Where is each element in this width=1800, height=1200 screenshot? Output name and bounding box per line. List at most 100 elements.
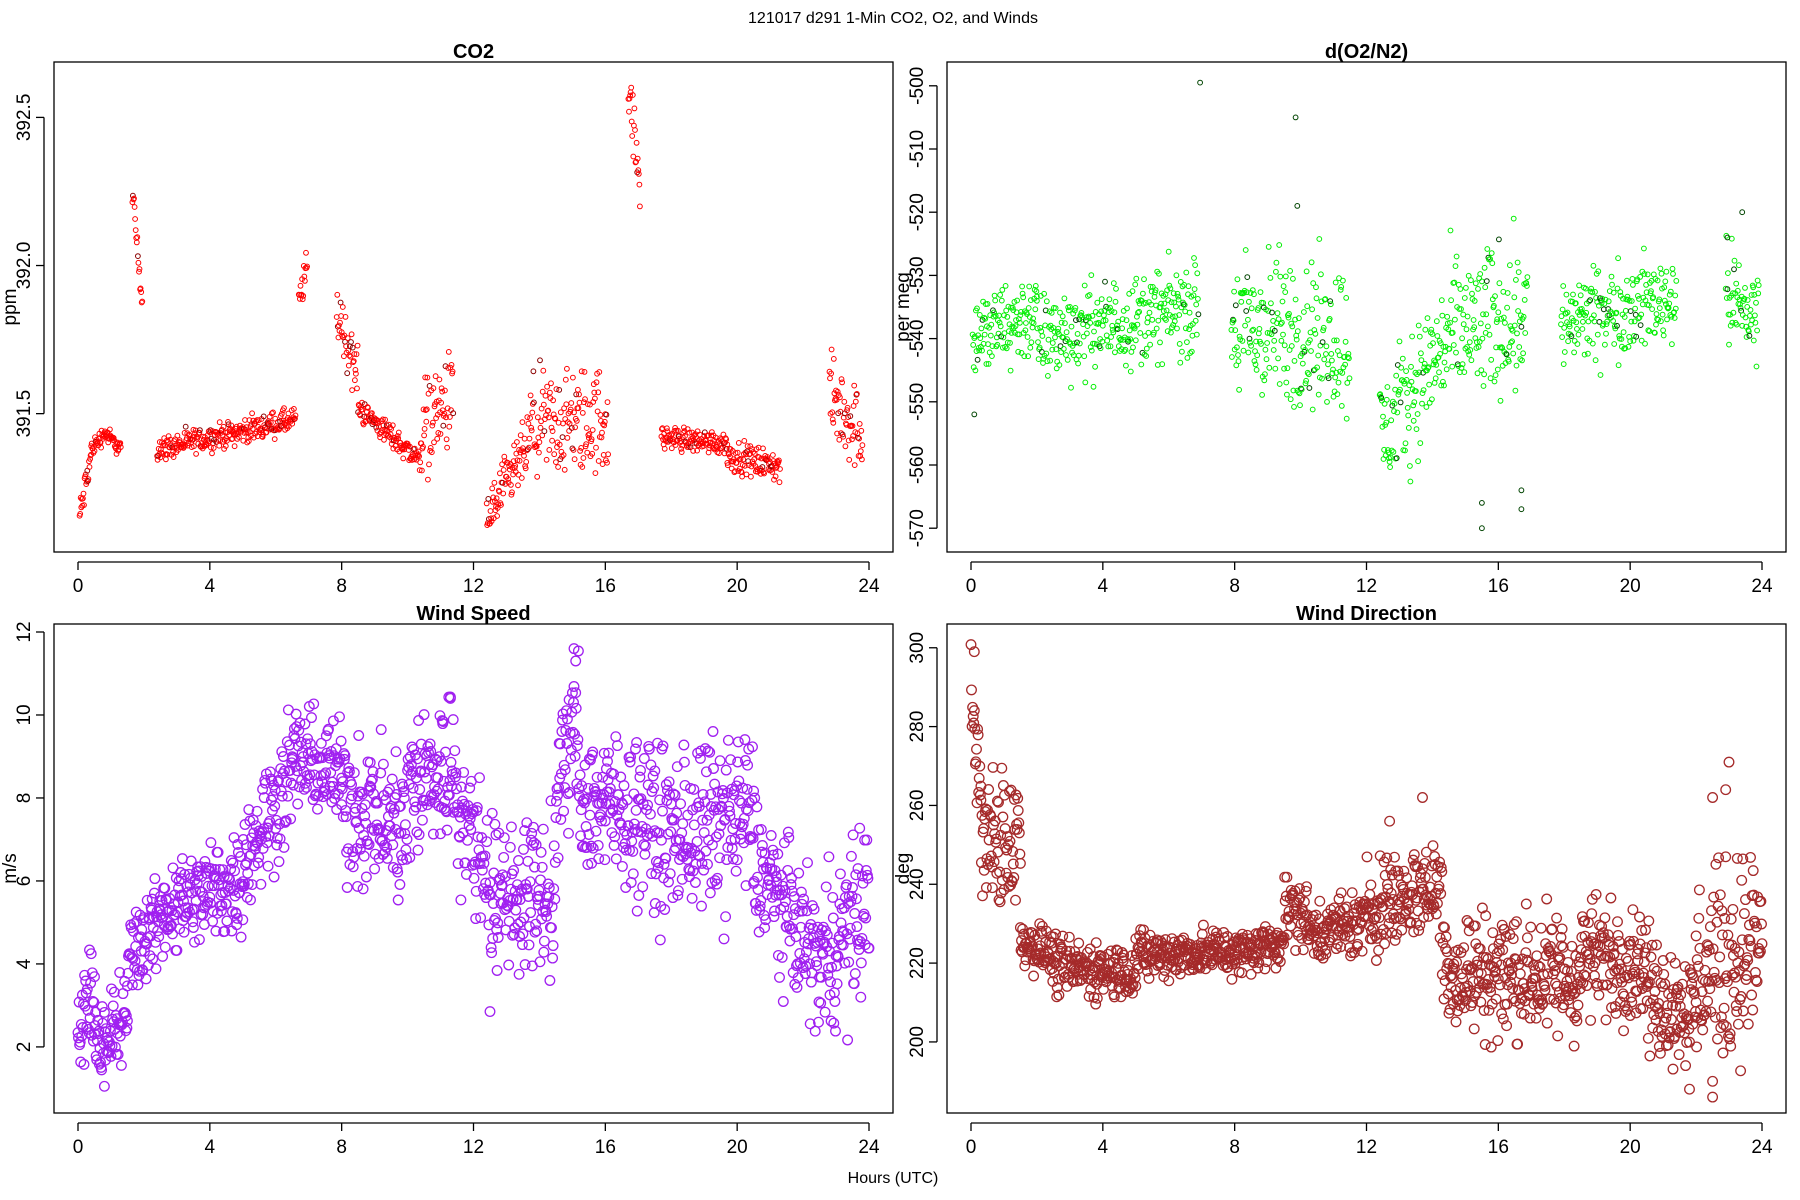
data-point xyxy=(550,795,562,807)
data-point xyxy=(1380,413,1386,420)
data-point xyxy=(562,376,569,383)
data-point xyxy=(1242,247,1249,253)
data-point xyxy=(1138,924,1149,936)
data-point xyxy=(1565,965,1577,977)
data-point xyxy=(1469,290,1475,297)
data-point xyxy=(563,827,574,839)
data-point xyxy=(1558,321,1564,328)
data-point xyxy=(1333,893,1345,905)
data-point xyxy=(973,772,985,784)
data-point xyxy=(1001,312,1007,319)
data-point xyxy=(1644,271,1651,278)
data-point xyxy=(112,1049,124,1060)
data-point xyxy=(1342,338,1349,345)
data-point xyxy=(114,967,126,978)
data-point xyxy=(242,878,254,890)
data-point xyxy=(631,905,643,917)
data-point xyxy=(1141,351,1148,358)
data-point xyxy=(451,783,462,795)
data-point xyxy=(1661,297,1668,304)
data-point xyxy=(538,935,550,947)
data-point xyxy=(1243,308,1250,314)
data-point xyxy=(629,824,641,835)
x-tick-label: 0 xyxy=(966,576,977,597)
y-axis: -570-560-550-540-530-520-510-500 xyxy=(907,67,938,547)
data-point xyxy=(1396,924,1408,936)
data-point xyxy=(1123,317,1130,324)
data-point xyxy=(1068,384,1074,391)
data-point xyxy=(1398,865,1410,877)
data-point xyxy=(1431,897,1443,909)
data-point xyxy=(537,823,549,835)
data-point xyxy=(498,832,510,844)
data-point xyxy=(1121,334,1128,341)
data-point xyxy=(258,792,270,804)
data-point xyxy=(554,738,566,750)
y-tick-label: 300 xyxy=(907,632,928,664)
data-point xyxy=(658,858,670,870)
data-point xyxy=(1754,327,1760,334)
data-point xyxy=(1574,983,1586,995)
data-point xyxy=(1733,280,1740,287)
data-point xyxy=(841,398,848,405)
data-point xyxy=(1331,337,1337,344)
data-point xyxy=(1256,326,1263,332)
data-point xyxy=(1753,363,1760,370)
data-point xyxy=(852,398,859,405)
data-point xyxy=(774,971,785,983)
data-point xyxy=(1482,284,1489,291)
data-point xyxy=(1750,284,1757,291)
data-point xyxy=(974,305,980,312)
data-point xyxy=(475,912,487,924)
data-point xyxy=(983,834,995,846)
data-point xyxy=(1034,297,1040,304)
data-point xyxy=(682,433,688,439)
data-point xyxy=(1231,953,1243,965)
data-point xyxy=(1088,272,1095,279)
data-point xyxy=(1392,865,1404,877)
data-point xyxy=(1081,282,1088,289)
data-point xyxy=(121,1022,133,1034)
data-point xyxy=(1306,385,1313,391)
data-point xyxy=(1487,256,1493,262)
data-point xyxy=(627,868,639,880)
data-point xyxy=(627,92,633,99)
data-point xyxy=(1483,278,1490,285)
data-point xyxy=(574,769,586,781)
data-point xyxy=(1582,312,1588,319)
data-point xyxy=(973,786,985,798)
data-point xyxy=(596,369,603,375)
data-point xyxy=(795,921,807,933)
data-point xyxy=(643,743,655,755)
data-point xyxy=(1614,322,1620,329)
data-point xyxy=(1615,255,1621,262)
data-point xyxy=(1514,330,1520,337)
data-point xyxy=(449,368,456,375)
data-point xyxy=(401,833,413,845)
data-point xyxy=(530,839,542,851)
data-point xyxy=(472,831,484,843)
data-point xyxy=(546,922,557,934)
data-point xyxy=(999,287,1006,293)
data-point xyxy=(1432,359,1439,366)
data-point xyxy=(858,427,865,434)
data-point xyxy=(1012,792,1024,804)
data-point xyxy=(1484,246,1491,252)
data-point xyxy=(1325,361,1331,368)
x-tick-label: 16 xyxy=(1488,1137,1509,1158)
data-point xyxy=(649,898,661,909)
data-point xyxy=(300,293,307,299)
data-point xyxy=(688,783,700,795)
data-point xyxy=(1497,944,1509,956)
data-point xyxy=(1323,351,1329,357)
data-point xyxy=(339,333,346,339)
data-point xyxy=(548,380,554,387)
data-point xyxy=(380,416,386,423)
data-point xyxy=(1404,404,1411,411)
data-point xyxy=(982,315,989,322)
data-point xyxy=(1258,341,1264,347)
data-point xyxy=(1014,857,1026,869)
data-point xyxy=(387,839,399,851)
data-point xyxy=(373,853,385,864)
data-point xyxy=(1292,929,1304,941)
